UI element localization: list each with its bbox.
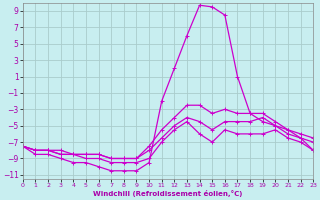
X-axis label: Windchill (Refroidissement éolien,°C): Windchill (Refroidissement éolien,°C) <box>93 190 243 197</box>
